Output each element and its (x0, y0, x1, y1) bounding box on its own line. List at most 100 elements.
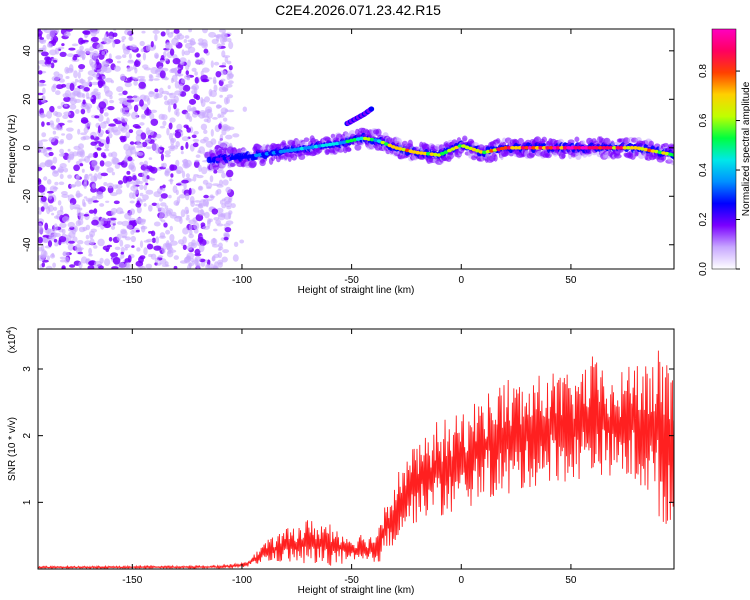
noise-speckle (81, 53, 86, 60)
noise-speckle (157, 207, 162, 211)
noise-speckle (76, 91, 81, 98)
noise-speckle (199, 57, 206, 66)
ridge-core (615, 146, 621, 150)
snr-multiplier: (x104) (6, 327, 18, 354)
noise-speckle (167, 85, 171, 90)
noise-speckle (107, 106, 115, 111)
noise-speckle (176, 170, 182, 175)
noise-speckle (99, 203, 105, 207)
noise-speckle (110, 225, 116, 230)
colorbar-tick-label: 0.4 (698, 163, 709, 177)
spectrogram-x-axis: -150 -100 -50 0 50 (122, 29, 577, 286)
noise-speckle (61, 266, 66, 269)
noise-speckle (38, 226, 44, 234)
noise-speckle (57, 105, 62, 110)
noise-speckle (79, 163, 84, 167)
noise-speckle (188, 29, 192, 33)
noise-speckle (163, 77, 169, 81)
x-tick-label: -100 (232, 575, 252, 586)
ridge-halo (462, 135, 468, 142)
noise-speckle (224, 56, 229, 63)
ridge-halo (212, 165, 219, 171)
noise-speckle (71, 43, 79, 47)
noise-speckle (169, 240, 178, 246)
noise-speckle (124, 82, 132, 88)
y-tick-label: 3 (22, 366, 33, 372)
noise-speckle (165, 229, 171, 235)
noise-speckle (158, 113, 165, 120)
noise-speckle (200, 222, 206, 228)
noise-speckle (122, 90, 128, 96)
noise-speckle (223, 212, 231, 220)
ridge-core (580, 146, 586, 150)
ridge-core (503, 146, 508, 150)
noise-speckle (225, 186, 232, 194)
noise-speckle (111, 266, 119, 269)
noise-speckle (185, 141, 189, 150)
noise-speckle (194, 256, 202, 262)
noise-speckle (213, 84, 218, 93)
noise-speckle (212, 76, 217, 85)
noise-speckle (124, 212, 132, 220)
ridge-halo (495, 138, 501, 144)
noise-speckle (49, 105, 55, 113)
noise-speckle (126, 99, 135, 103)
noise-speckle (120, 251, 125, 255)
noise-speckle (188, 233, 194, 239)
noise-speckle (197, 150, 202, 154)
noise-speckle (139, 265, 146, 269)
noise-speckle (114, 163, 121, 169)
noise-speckle (126, 224, 133, 230)
noise-speckle (139, 99, 144, 107)
noise-speckle (97, 76, 103, 80)
noise-speckle (201, 166, 208, 175)
x-tick-label: 0 (458, 575, 464, 586)
noise-speckle (130, 185, 139, 192)
noise-speckle (134, 180, 138, 185)
noise-speckle (51, 212, 55, 216)
noise-speckle (149, 74, 154, 82)
noise-speckle (181, 78, 186, 84)
noise-speckle (86, 106, 91, 114)
noise-speckle (228, 65, 233, 71)
noise-speckle (59, 259, 67, 263)
noise-speckle (206, 198, 213, 202)
noise-speckle (206, 77, 213, 80)
noise-speckle (215, 219, 222, 225)
noise-speckle (74, 78, 79, 83)
noise-speckle (41, 51, 49, 57)
spectrogram-panel: -150 -100 -50 0 50 -40 -20 0 20 40 Height of str… (7, 28, 675, 296)
ridge-core (447, 148, 452, 153)
ridge-core (380, 140, 386, 145)
noise-speckle (54, 29, 60, 34)
noise-speckle (203, 129, 208, 134)
x-tick-label: 0 (458, 275, 464, 286)
ridge-core (566, 146, 572, 150)
noise-speckle (168, 194, 172, 199)
noise-speckle (109, 217, 117, 221)
spectrogram-y-label: Frequency (Hz) (7, 115, 18, 184)
noise-speckle (69, 97, 78, 105)
noise-speckle (87, 79, 91, 86)
noise-speckle (40, 114, 48, 118)
noise-speckle (145, 189, 154, 195)
noise-speckle (52, 262, 56, 268)
noise-speckle (180, 209, 186, 218)
noise-speckle (116, 233, 122, 241)
noise-speckle (45, 265, 53, 269)
noise-speckle (173, 95, 179, 104)
ridge-core (594, 146, 600, 150)
noise-speckle (90, 228, 98, 233)
noise-speckle (147, 134, 152, 140)
noise-speckle (205, 200, 209, 208)
ridge-core (236, 155, 242, 160)
noise-speckle (125, 131, 131, 138)
noise-speckle (65, 76, 70, 79)
noise-speckle (83, 213, 90, 217)
ridge-core (376, 139, 382, 143)
noise-speckle (176, 123, 183, 131)
noise-speckle (90, 135, 95, 140)
noise-speckle (38, 254, 45, 262)
noise-speckle (141, 115, 146, 118)
noise-speckle (191, 106, 196, 114)
